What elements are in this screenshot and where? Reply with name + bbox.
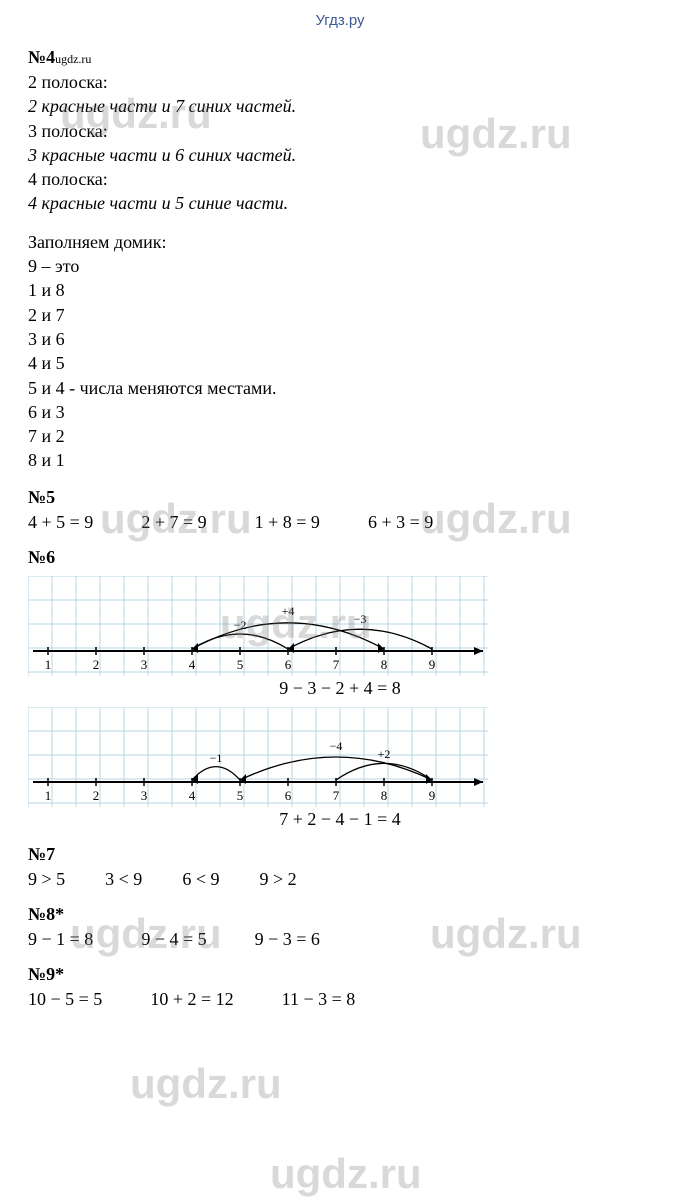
numberline-1-caption: 9 − 3 − 2 + 4 = 8 [28,678,652,699]
svg-text:2: 2 [93,788,100,803]
equation: 9 > 2 [259,869,296,890]
section-4-line: 2 красные части и 7 синих частей. [28,94,652,118]
equation: 4 + 5 = 9 [28,512,93,533]
equation: 11 − 3 = 8 [282,989,356,1010]
numberline-2-wrap: 1 2 3 4 5 6 7 8 9 +2 −4 −1 7 + 2 − 4 − 1 = 4 [28,707,652,830]
section-4-title: №4ugdz.ru [28,47,652,68]
svg-text:5: 5 [237,788,244,803]
house-line: 3 и 6 [28,327,652,351]
svg-text:1: 1 [45,657,52,672]
svg-text:4: 4 [189,657,196,672]
section-5-title: №5 [28,487,652,508]
house-line: 2 и 7 [28,303,652,327]
svg-text:1: 1 [45,788,52,803]
equation: 1 + 8 = 9 [255,512,320,533]
numberline-1-wrap: 123456789−3−2+4 9 − 3 − 2 + 4 = 8 [28,576,652,699]
section-4-line: 3 красные части и 6 синих частей. [28,143,652,167]
section-4-line: 4 красные части и 5 синие части. [28,191,652,215]
section-5-equations: 4 + 5 = 9 2 + 7 = 9 1 + 8 = 9 6 + 3 = 9 [28,512,652,533]
house-line: 5 и 4 - числа меняются местами. [28,376,652,400]
house-line: 1 и 8 [28,278,652,302]
equation: 9 − 1 = 8 [28,929,93,950]
watermark: ugdz.ru [270,1150,422,1198]
section-4-line: 4 полоска: [28,167,652,191]
numberline-1: 123456789−3−2+4 [28,576,652,676]
section-7-equations: 9 > 5 3 < 9 6 < 9 9 > 2 [28,869,652,890]
section-4-body: 2 полоска:2 красные части и 7 синих част… [28,70,652,216]
section-8-title: №8* [28,904,652,925]
svg-text:3: 3 [141,788,148,803]
svg-text:9: 9 [429,657,436,672]
section-7-title: №7 [28,844,652,865]
svg-text:7: 7 [333,657,340,672]
svg-text:−3: −3 [354,612,367,626]
svg-text:4: 4 [189,788,196,803]
section-8-equations: 9 − 1 = 8 9 − 4 = 5 9 − 3 = 6 [28,929,652,950]
svg-text:+2: +2 [378,747,391,761]
equation: 10 + 2 = 12 [150,989,233,1010]
site-header: Угдз.ру [28,12,652,29]
equation: 6 + 3 = 9 [368,512,433,533]
section-6-title: №6 [28,547,652,568]
numberline-2-caption: 7 + 2 − 4 − 1 = 4 [28,809,652,830]
house-line: 4 и 5 [28,351,652,375]
equation: 9 − 3 = 6 [255,929,320,950]
numberline-2: 1 2 3 4 5 6 7 8 9 +2 −4 −1 [28,707,652,807]
house-line: 7 и 2 [28,424,652,448]
house-intro: Заполняем домик: [28,230,652,254]
svg-text:5: 5 [237,657,244,672]
section-4-label: №4 [28,47,55,67]
svg-text:3: 3 [141,657,148,672]
equation: 2 + 7 = 9 [141,512,206,533]
house-line: 8 и 1 [28,448,652,472]
equation: 3 < 9 [105,869,142,890]
equation: 6 < 9 [182,869,219,890]
svg-text:−4: −4 [330,739,343,753]
house-line: 6 и 3 [28,400,652,424]
equation: 10 − 5 = 5 [28,989,102,1010]
equation: 9 > 5 [28,869,65,890]
svg-text:8: 8 [381,657,388,672]
svg-text:−1: −1 [210,751,223,765]
svg-text:+4: +4 [282,604,295,618]
watermark: ugdz.ru [130,1060,282,1108]
svg-text:7: 7 [333,788,340,803]
svg-text:2: 2 [93,657,100,672]
section-4-line: 2 полоска: [28,70,652,94]
svg-text:6: 6 [285,657,292,672]
equation: 9 − 4 = 5 [141,929,206,950]
section-4-sub: ugdz.ru [55,52,91,66]
house-line: 9 – это [28,254,652,278]
section-4-line: 3 полоска: [28,119,652,143]
svg-text:6: 6 [285,788,292,803]
svg-text:8: 8 [381,788,388,803]
svg-text:9: 9 [429,788,436,803]
section-9-title: №9* [28,964,652,985]
section-9-equations: 10 − 5 = 5 10 + 2 = 12 11 − 3 = 8 [28,989,652,1010]
house-lines: 9 – это1 и 82 и 73 и 64 и 55 и 4 - числа… [28,254,652,473]
